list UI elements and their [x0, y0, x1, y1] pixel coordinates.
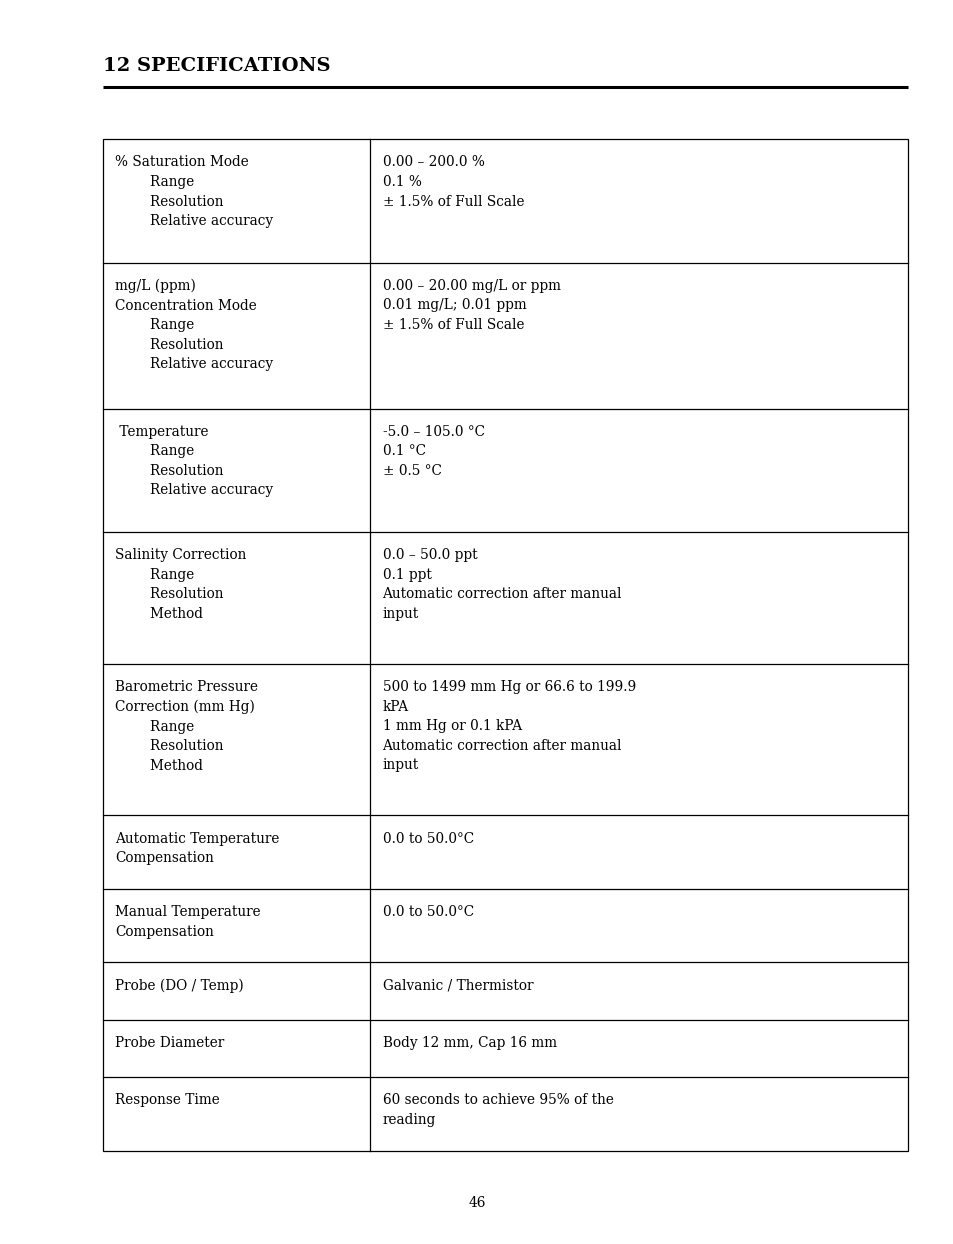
- Text: % Saturation Mode
        Range
        Resolution
        Relative accuracy: % Saturation Mode Range Resolution Relat…: [115, 156, 274, 228]
- Text: Probe (DO / Temp): Probe (DO / Temp): [115, 979, 244, 993]
- Text: Response Time: Response Time: [115, 1093, 220, 1107]
- Text: -5.0 – 105.0 °C
0.1 °C
± 0.5 °C: -5.0 – 105.0 °C 0.1 °C ± 0.5 °C: [382, 425, 484, 478]
- Text: 0.0 to 50.0°C: 0.0 to 50.0°C: [382, 831, 474, 846]
- Text: 0.00 – 200.0 %
0.1 %
± 1.5% of Full Scale: 0.00 – 200.0 % 0.1 % ± 1.5% of Full Scal…: [382, 156, 523, 209]
- Text: Probe Diameter: Probe Diameter: [115, 1036, 225, 1050]
- Text: Salinity Correction
        Range
        Resolution
        Method: Salinity Correction Range Resolution Met…: [115, 549, 247, 621]
- Text: Galvanic / Thermistor: Galvanic / Thermistor: [382, 979, 533, 993]
- Text: 12 SPECIFICATIONS: 12 SPECIFICATIONS: [103, 57, 330, 75]
- Text: 0.0 – 50.0 ppt
0.1 ppt
Automatic correction after manual
input: 0.0 – 50.0 ppt 0.1 ppt Automatic correct…: [382, 549, 621, 621]
- Text: Temperature
        Range
        Resolution
        Relative accuracy: Temperature Range Resolution Relative ac…: [115, 425, 274, 498]
- Text: mg/L (ppm)
Concentration Mode
        Range
        Resolution
        Relative : mg/L (ppm) Concentration Mode Range Reso…: [115, 279, 274, 371]
- Text: 60 seconds to achieve 95% of the
reading: 60 seconds to achieve 95% of the reading: [382, 1093, 613, 1127]
- Text: Automatic Temperature
Compensation: Automatic Temperature Compensation: [115, 831, 279, 865]
- Text: 500 to 1499 mm Hg or 66.6 to 199.9
kPA
1 mm Hg or 0.1 kPA
Automatic correction a: 500 to 1499 mm Hg or 66.6 to 199.9 kPA 1…: [382, 680, 635, 773]
- Text: Body 12 mm, Cap 16 mm: Body 12 mm, Cap 16 mm: [382, 1036, 557, 1050]
- Bar: [103, 139, 907, 1151]
- Text: 46: 46: [468, 1195, 485, 1210]
- Text: 0.0 to 50.0°C: 0.0 to 50.0°C: [382, 906, 474, 919]
- Text: Barometric Pressure
Correction (mm Hg)
        Range
        Resolution
        : Barometric Pressure Correction (mm Hg) R…: [115, 680, 258, 773]
- Text: Manual Temperature
Compensation: Manual Temperature Compensation: [115, 906, 261, 939]
- Text: 0.00 – 20.00 mg/L or ppm
0.01 mg/L; 0.01 ppm
± 1.5% of Full Scale: 0.00 – 20.00 mg/L or ppm 0.01 mg/L; 0.01…: [382, 279, 560, 332]
